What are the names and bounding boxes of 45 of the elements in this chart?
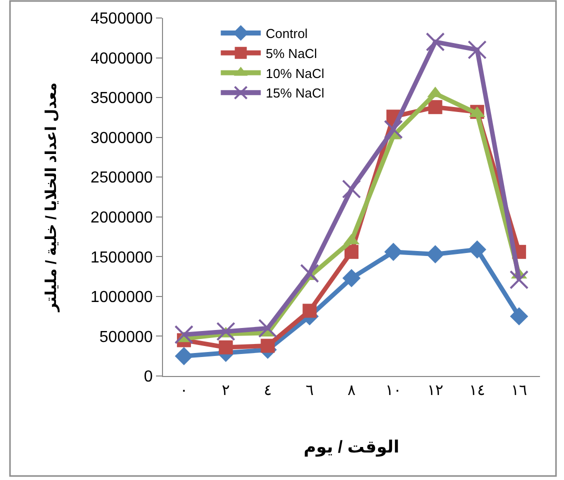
- y-tick-label: 1500000: [90, 249, 153, 266]
- x-tick-label: ٠: [180, 382, 188, 399]
- y-axis-title: معدل اعداد الخلايا / خلية / مليلتر: [42, 82, 60, 313]
- y-tick-label: 0: [144, 368, 153, 386]
- point: [426, 245, 444, 264]
- y-tick-label: 500000: [99, 328, 153, 346]
- point: [384, 242, 402, 261]
- point: [218, 340, 233, 354]
- legend-label: Control: [266, 26, 308, 42]
- x-tick-label: ٤: [264, 382, 272, 399]
- x-axis-title: الوقت / يوم: [304, 437, 400, 458]
- point: [426, 32, 445, 52]
- y-tick-label: 4500000: [90, 10, 153, 28]
- point: [174, 347, 194, 366]
- x-tick-label: ١٠: [385, 382, 402, 399]
- point: [384, 120, 403, 139]
- x-tick-label: ٢: [222, 382, 230, 399]
- y-tick-label: 3500000: [90, 90, 153, 108]
- legend-label: 10% NaCl: [266, 66, 324, 81]
- x-tick-label: ١٦: [510, 382, 528, 399]
- point: [302, 304, 317, 318]
- y-tick-label: 1000000: [90, 289, 153, 306]
- x-tick-label: ٨: [347, 382, 356, 399]
- legend-label: 5% NaCl: [266, 46, 318, 61]
- y-tick-label: 2500000: [90, 170, 153, 187]
- x-tick-label: ١٤: [469, 382, 486, 399]
- point: [174, 325, 194, 344]
- point: [342, 180, 361, 199]
- x-tick-label: ١٢: [427, 382, 444, 399]
- point: [510, 270, 529, 290]
- point: [344, 244, 358, 259]
- x-tick-label: ٦: [306, 382, 314, 399]
- point: [428, 100, 442, 114]
- point: [468, 40, 487, 60]
- point: [216, 322, 236, 341]
- y-tick-label: 4000000: [90, 50, 153, 68]
- point: [260, 338, 275, 353]
- point: [258, 318, 278, 338]
- y-tick-label: 3000000: [90, 130, 153, 147]
- point: [468, 240, 486, 259]
- legend-label: 15% NaCl: [266, 86, 324, 101]
- point: [300, 264, 320, 283]
- point: [510, 307, 528, 326]
- point: [342, 269, 361, 288]
- y-tick-label: 2000000: [90, 209, 153, 226]
